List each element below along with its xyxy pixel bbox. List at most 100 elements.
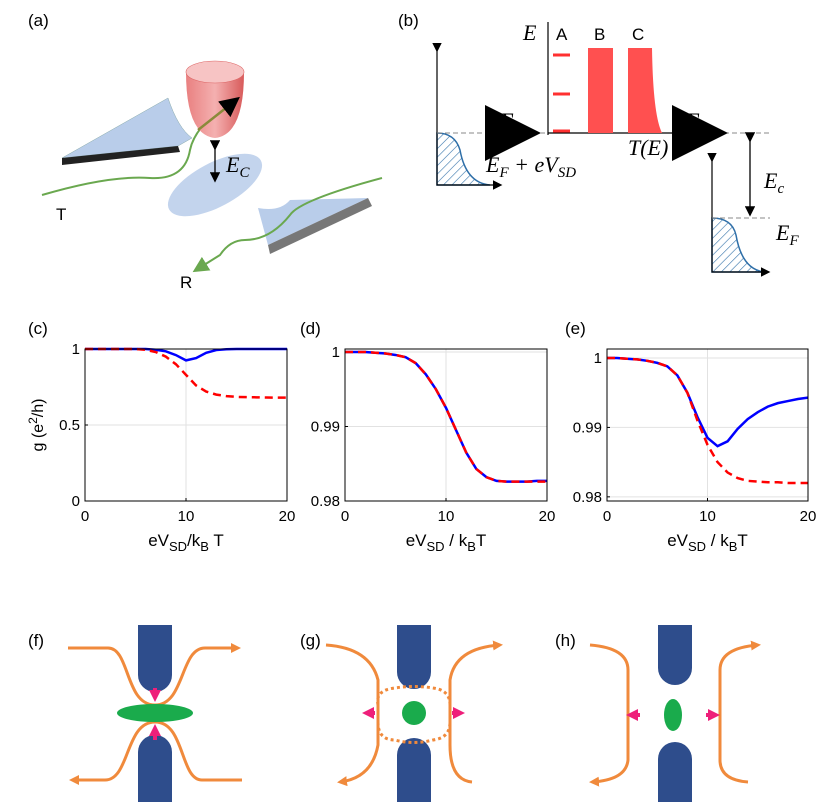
label: EC bbox=[225, 152, 250, 181]
panel-g bbox=[325, 625, 503, 802]
label: F bbox=[788, 233, 799, 249]
panel-label: (g) bbox=[300, 631, 321, 650]
panel-a: EC T R bbox=[41, 60, 383, 292]
y-tick-label: 0 bbox=[72, 493, 80, 510]
lead-edge bbox=[268, 198, 372, 254]
x-axis-label: eVSD/kB T bbox=[148, 531, 224, 554]
x-tick-label: 10 bbox=[178, 508, 195, 525]
panel-label: (a) bbox=[28, 11, 49, 30]
x-axis-label-part: /k bbox=[187, 531, 201, 550]
label: F bbox=[498, 165, 509, 181]
arrow bbox=[197, 96, 240, 131]
edge-channel bbox=[718, 640, 761, 784]
plot-frame bbox=[84, 348, 288, 502]
panel-f bbox=[68, 625, 242, 802]
x-axis-label-part: T bbox=[737, 531, 747, 550]
band-c bbox=[628, 48, 662, 133]
y-tick-label: 1 bbox=[594, 350, 602, 367]
x-axis-label-part: eV bbox=[148, 531, 169, 550]
wire bbox=[192, 177, 383, 273]
label: ΓL bbox=[499, 108, 521, 137]
y-tick-label: 0.5 bbox=[59, 417, 80, 434]
label: E bbox=[775, 220, 790, 245]
label: E bbox=[485, 152, 500, 177]
label: EF + eVSD bbox=[485, 152, 576, 181]
axes bbox=[707, 152, 771, 277]
axes bbox=[432, 42, 503, 190]
label: ΓR bbox=[685, 108, 708, 137]
panel-b: E A B C ΓL EF + eVSD T(E) ΓR Ec EF bbox=[432, 20, 799, 277]
dot bbox=[664, 699, 682, 731]
lead bbox=[61, 97, 193, 159]
panel-label: (d) bbox=[300, 319, 321, 338]
x-axis-label-part: eV bbox=[667, 531, 688, 550]
y-tick-label: 0.98 bbox=[311, 493, 340, 510]
gate bbox=[397, 625, 431, 689]
y-axis-label-part: 2 bbox=[26, 417, 40, 424]
x-tick-label: 0 bbox=[81, 508, 89, 525]
x-axis-label-part: / k bbox=[445, 531, 468, 550]
x-axis-label-part: SD bbox=[688, 539, 706, 554]
label: EF bbox=[775, 220, 799, 249]
x-tick-label: 20 bbox=[279, 508, 296, 525]
panel-label: (e) bbox=[565, 319, 586, 338]
label: C bbox=[632, 25, 644, 44]
y-tick-label: 0.99 bbox=[311, 418, 340, 435]
x-axis-label-part: SD bbox=[427, 539, 445, 554]
x-tick-label: 20 bbox=[800, 508, 817, 525]
label: R bbox=[698, 121, 708, 137]
y-axis-label-part: /h) bbox=[30, 399, 47, 418]
label: B bbox=[594, 25, 605, 44]
label: T bbox=[56, 205, 66, 224]
edge-channel bbox=[448, 640, 503, 784]
panel-labels: (a) (b) (c) (d) (e) (f) (g) (h) bbox=[28, 11, 586, 650]
chart: 0 10 20 0.98 0.99 1 eVSD / kBT bbox=[573, 348, 817, 554]
x-axis-label-part: T bbox=[476, 531, 486, 550]
label: R bbox=[180, 273, 192, 292]
x-axis-label: eVSD / kBT bbox=[406, 531, 487, 554]
plot-frame bbox=[606, 348, 809, 502]
panel-h bbox=[589, 625, 761, 802]
x-tick-label: 0 bbox=[341, 508, 349, 525]
edge-channel bbox=[325, 643, 380, 787]
label: Γ bbox=[499, 108, 514, 133]
panel-label: (f) bbox=[28, 631, 44, 650]
panel-label: (b) bbox=[398, 11, 419, 30]
panel-label: (h) bbox=[555, 631, 576, 650]
y-tick-label: 1 bbox=[332, 344, 340, 361]
tunnel bbox=[376, 685, 452, 744]
dot bbox=[167, 153, 263, 217]
x-axis-label-part: T bbox=[209, 531, 224, 550]
data-line bbox=[607, 356, 808, 485]
x-axis-label-part: / k bbox=[706, 531, 729, 550]
y-tick-label: 0.98 bbox=[573, 489, 602, 506]
label: SD bbox=[558, 165, 577, 181]
axes bbox=[547, 22, 682, 135]
plot-frame bbox=[344, 348, 548, 502]
chart: 0 10 20 0.98 0.99 1 eVSD / kBT bbox=[311, 344, 556, 554]
x-tick-label: 0 bbox=[603, 508, 611, 525]
panel-label: (c) bbox=[28, 319, 48, 338]
gate bbox=[658, 742, 692, 802]
fermi-right bbox=[711, 217, 766, 273]
fermi-left bbox=[436, 132, 491, 186]
lead-edge bbox=[62, 146, 180, 165]
x-tick-label: 20 bbox=[539, 508, 556, 525]
label: E bbox=[763, 168, 778, 193]
data-line bbox=[345, 350, 547, 483]
dot bbox=[117, 704, 193, 722]
y-axis-label: g (e2/h) bbox=[26, 399, 47, 452]
y-axis-label-part: g (e bbox=[30, 424, 47, 452]
gate bbox=[397, 738, 431, 802]
label: Γ bbox=[685, 108, 700, 133]
label: c bbox=[777, 181, 784, 197]
label: L bbox=[512, 121, 521, 137]
lead bbox=[258, 198, 368, 245]
dot bbox=[402, 701, 426, 725]
label: + eV bbox=[509, 152, 561, 177]
label: E bbox=[225, 152, 240, 177]
label: T(E) bbox=[628, 135, 668, 160]
